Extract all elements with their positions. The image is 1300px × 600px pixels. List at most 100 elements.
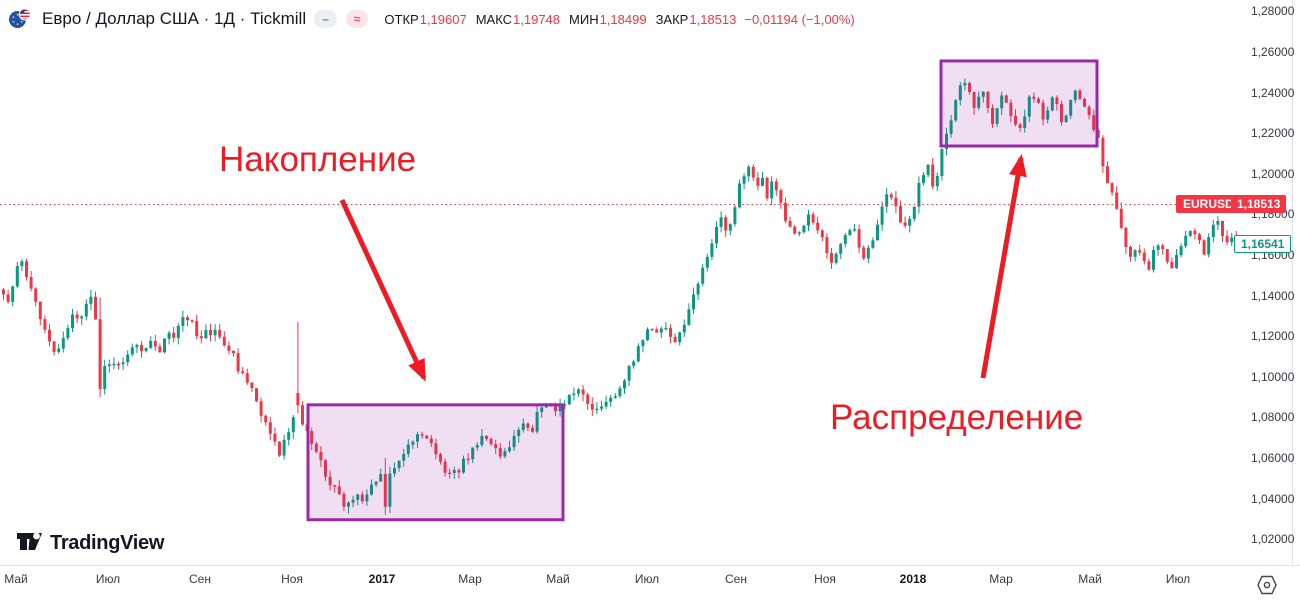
candle-body	[337, 486, 341, 495]
candle-body	[705, 256, 709, 268]
candle-body	[1032, 96, 1036, 99]
candle-body	[866, 247, 870, 259]
candle-body	[232, 350, 235, 354]
candle-body	[682, 324, 686, 333]
candle-body	[167, 332, 171, 339]
candle-body	[1064, 115, 1068, 123]
candle-body	[107, 364, 111, 367]
candle-body	[25, 261, 28, 277]
candle-body	[61, 338, 65, 349]
candle-body	[374, 481, 378, 485]
time-tick-label: Июл	[634, 572, 660, 586]
candle-body	[434, 443, 438, 455]
candle-body	[931, 164, 935, 187]
candle-body	[1179, 246, 1183, 256]
candle-body	[282, 439, 286, 456]
candle-body	[439, 454, 442, 462]
candle-body	[2, 289, 5, 295]
candle-body	[526, 423, 530, 428]
price-mode-pill-button[interactable]: –	[314, 10, 337, 28]
candle-body	[1115, 192, 1119, 209]
candle-body	[1207, 237, 1211, 255]
percent-mode-pill-button[interactable]: ≈	[345, 10, 369, 28]
candle-body	[480, 435, 484, 446]
candle-body	[314, 443, 318, 452]
candle-body	[291, 417, 295, 433]
candle-body	[981, 91, 985, 97]
candle-body	[531, 427, 534, 432]
distribution-box[interactable]	[939, 59, 1099, 148]
price-tick-label: 1,10000	[1251, 369, 1295, 384]
candle-body	[98, 319, 102, 389]
scales-settings-icon[interactable]	[1256, 574, 1278, 596]
candle-body	[213, 329, 217, 336]
candle-body	[186, 317, 189, 321]
candle-body	[1184, 235, 1188, 247]
candle-body	[356, 494, 360, 500]
symbol-title: Евро / Доллар США · 1Д · Tickmill	[42, 9, 307, 28]
candle-body	[420, 434, 424, 436]
time-tick-label: Мар	[458, 572, 482, 586]
candle-body	[728, 224, 732, 231]
candle-body	[627, 365, 631, 381]
candle-body	[926, 164, 930, 176]
candle-body	[29, 276, 33, 289]
candle-body	[609, 397, 613, 402]
candle-body	[494, 444, 498, 449]
ohlc-open-label: ОТКР	[384, 11, 419, 27]
candle-body	[1027, 96, 1031, 117]
candle-body	[103, 366, 107, 389]
candle-body	[1147, 261, 1151, 270]
candle-body	[268, 422, 272, 434]
candle-body	[600, 406, 603, 409]
candle-body	[176, 325, 180, 338]
candle-body	[498, 448, 502, 457]
candle-body	[1050, 97, 1054, 111]
candle-body	[843, 235, 847, 244]
candle-body	[958, 85, 962, 101]
candle-body	[1004, 95, 1008, 103]
candle-body	[190, 320, 194, 322]
ohlc-low-value: 1,18499	[599, 11, 647, 27]
candle-body	[388, 473, 392, 507]
candle-body	[255, 388, 258, 402]
time-tick-label: Июл	[1165, 572, 1191, 586]
distribution-label[interactable]: Распределение	[830, 398, 1084, 437]
accumulation-label[interactable]: Накопление	[219, 140, 417, 179]
candle-body	[1101, 137, 1105, 167]
candle-body	[793, 226, 797, 234]
candle-body	[922, 175, 925, 183]
candle-body	[889, 194, 893, 198]
candle-body	[696, 283, 700, 295]
candle-body	[650, 329, 654, 331]
distribution-arrow[interactable]	[980, 154, 1027, 379]
candle-body	[209, 330, 212, 336]
candle-body	[779, 190, 783, 203]
candle-body	[935, 176, 939, 187]
time-tick-label: Мар	[989, 572, 1013, 586]
candle-body	[577, 389, 580, 394]
candle-body	[383, 474, 387, 507]
accumulation-arrow[interactable]	[339, 198, 427, 382]
candle-body	[687, 309, 691, 325]
candle-body	[457, 470, 461, 473]
candle-body	[701, 267, 705, 284]
candle-body	[669, 327, 672, 337]
candle-body	[972, 92, 976, 108]
candle-body	[853, 229, 856, 231]
price-tick-label: 1,12000	[1251, 329, 1295, 344]
candle-body	[664, 327, 668, 330]
candle-body	[144, 347, 148, 352]
candle-body	[264, 415, 268, 423]
tradingview-logo[interactable]: TradingView	[16, 531, 164, 555]
candle-body	[158, 346, 162, 353]
accumulation-box[interactable]	[306, 403, 565, 522]
candle-body	[880, 206, 884, 225]
candle-body	[710, 243, 714, 257]
price-tick-label: 1,22000	[1251, 126, 1295, 141]
candle-body	[825, 237, 829, 253]
candle-body	[429, 438, 433, 444]
candle-body	[876, 224, 879, 241]
candle-body	[112, 363, 116, 366]
